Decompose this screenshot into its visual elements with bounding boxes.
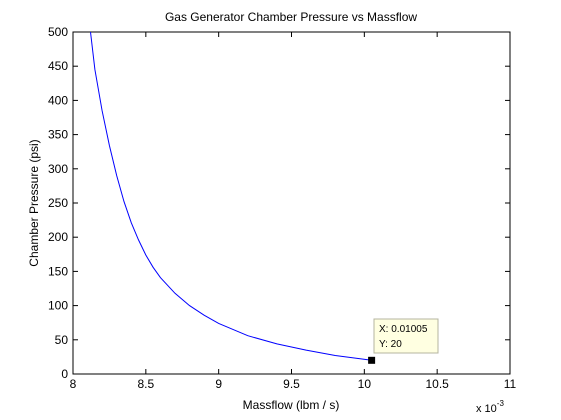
y-tick-label: 50 (55, 333, 69, 347)
y-axis-label: Chamber Pressure (psi) (27, 139, 41, 266)
x-tick-label: 9 (215, 377, 222, 391)
data-tip-x-text: X: 0.01005 (379, 324, 428, 335)
x-tick-label: 8.5 (137, 377, 154, 391)
x-tick-label: 8 (70, 377, 77, 391)
y-tick-label: 400 (48, 93, 68, 107)
chart-title: Gas Generator Chamber Pressure vs Massfl… (165, 10, 417, 24)
x-multiplier-exponent: -3 (497, 399, 505, 408)
data-tip-box (373, 318, 439, 354)
x-axis-multiplier: x 10-3 (476, 399, 504, 415)
series-line (90, 31, 372, 361)
series-layer (90, 31, 376, 364)
axes-box (72, 31, 511, 375)
y-tick-label: 500 (48, 25, 68, 39)
y-tick-label: 350 (48, 128, 68, 142)
axis-ticks: 8 8.5 9 9.5 10 10.5 11 0 50 100 150 200 250 300 350 400… (48, 25, 517, 391)
x-tick-label: 9.5 (283, 377, 300, 391)
y-tick-label: 200 (48, 230, 68, 244)
y-tick-label: 0 (61, 367, 68, 381)
y-tick-label: 250 (48, 196, 68, 210)
data-tip-marker[interactable] (368, 356, 376, 364)
x-tick-label: 10.5 (425, 377, 449, 391)
y-tick-label: 150 (48, 264, 68, 278)
x-multiplier-base: x 10 (476, 403, 497, 415)
x-tick-label: 11 (504, 377, 517, 391)
x-tick-label: 10 (358, 377, 372, 391)
data-tip-y-text: Y: 20 (379, 339, 402, 350)
data-tip[interactable]: X: 0.01005 Y: 20 (373, 318, 439, 354)
y-tick-label: 100 (48, 299, 68, 313)
y-tick-label: 450 (48, 59, 68, 73)
x-axis-label: Massflow (lbm / s) (243, 398, 340, 412)
y-tick-label: 300 (48, 162, 68, 176)
